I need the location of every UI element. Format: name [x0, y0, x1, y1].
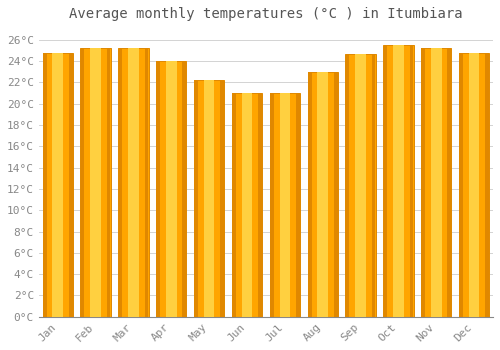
Bar: [384, 45, 414, 317]
Bar: [410, 45, 414, 317]
Bar: [90, 48, 101, 317]
Bar: [242, 93, 252, 317]
Bar: [80, 48, 110, 317]
Bar: [232, 93, 236, 317]
Bar: [393, 45, 404, 317]
Bar: [166, 61, 176, 317]
Bar: [296, 93, 300, 317]
Bar: [469, 52, 480, 317]
Bar: [80, 48, 84, 317]
Bar: [52, 52, 63, 317]
Bar: [460, 52, 463, 317]
Bar: [107, 48, 110, 317]
Bar: [156, 61, 186, 317]
Bar: [346, 54, 350, 317]
Bar: [144, 48, 148, 317]
Bar: [118, 48, 148, 317]
Bar: [431, 48, 442, 317]
Bar: [194, 80, 224, 317]
Bar: [270, 93, 274, 317]
Bar: [270, 93, 300, 317]
Bar: [128, 48, 138, 317]
Bar: [156, 61, 160, 317]
Bar: [346, 54, 376, 317]
Bar: [308, 72, 338, 317]
Bar: [486, 52, 489, 317]
Bar: [194, 80, 198, 317]
Bar: [372, 54, 376, 317]
Bar: [448, 48, 451, 317]
Bar: [384, 45, 387, 317]
Bar: [280, 93, 290, 317]
Bar: [42, 52, 73, 317]
Bar: [318, 72, 328, 317]
Bar: [232, 93, 262, 317]
Bar: [422, 48, 425, 317]
Bar: [182, 61, 186, 317]
Bar: [356, 54, 366, 317]
Bar: [459, 52, 490, 317]
Bar: [258, 93, 262, 317]
Bar: [118, 48, 122, 317]
Bar: [204, 80, 214, 317]
Bar: [421, 48, 452, 317]
Bar: [334, 72, 338, 317]
Bar: [220, 80, 224, 317]
Bar: [308, 72, 312, 317]
Bar: [69, 52, 72, 317]
Title: Average monthly temperatures (°C ) in Itumbiara: Average monthly temperatures (°C ) in It…: [69, 7, 462, 21]
Bar: [43, 52, 46, 317]
